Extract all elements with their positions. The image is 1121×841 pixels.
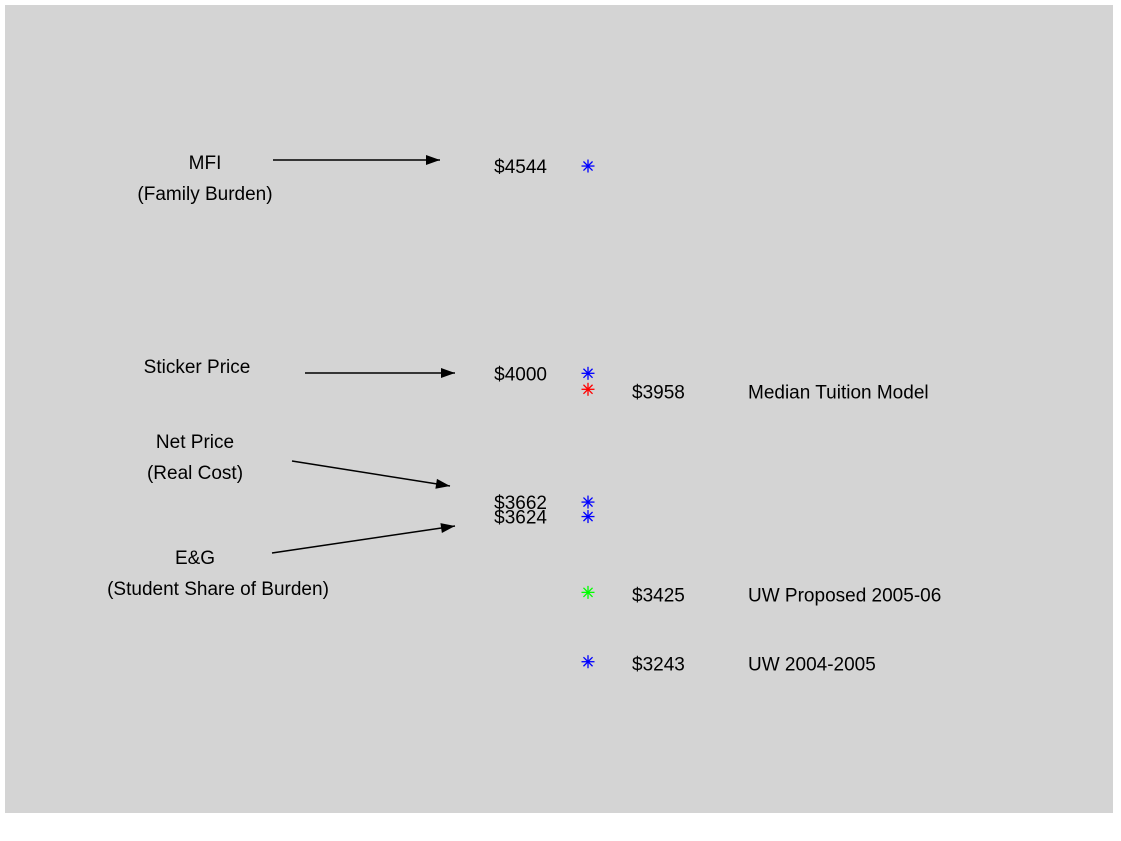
arrow-head — [426, 155, 440, 165]
value-label: $4000 — [494, 364, 547, 385]
annotation-text: MFI — [189, 153, 222, 174]
asterisk-marker — [581, 382, 595, 396]
asterisk-marker — [581, 655, 595, 669]
marker-stroke — [582, 511, 594, 522]
asterisk-marker — [581, 159, 595, 173]
marker-stroke — [582, 161, 594, 172]
marker-stroke — [582, 384, 594, 395]
annotation-text: (Family Burden) — [137, 184, 272, 205]
figure-background — [5, 5, 1113, 813]
annotation-text: Net Price — [156, 432, 234, 453]
point-name: Median Tuition Model — [748, 382, 929, 403]
arrow-head — [440, 523, 455, 533]
value-label: $4544 — [494, 157, 547, 178]
point-name: UW 2004-2005 — [748, 655, 876, 676]
annotation-text: (Real Cost) — [147, 463, 243, 484]
marker-stroke — [582, 497, 594, 508]
asterisk-marker — [581, 495, 595, 509]
annotation-text: E&G — [175, 548, 215, 569]
asterisk-marker — [581, 585, 595, 599]
arrow-head — [435, 478, 450, 489]
point-name: UW Proposed 2005-06 — [748, 585, 941, 606]
arrow-head — [441, 368, 455, 378]
annotation-arrow — [291, 460, 451, 487]
asterisk-marker — [581, 366, 595, 380]
value-label: $3624 — [494, 508, 547, 529]
marker-stroke — [582, 368, 594, 379]
asterisk-marker — [581, 510, 595, 524]
value-label: $3958 — [632, 382, 685, 403]
value-label: $3243 — [632, 655, 685, 676]
marker-stroke — [582, 587, 594, 598]
annotation-text: Sticker Price — [144, 357, 251, 378]
value-label: $3425 — [632, 585, 685, 606]
annotation-arrow — [271, 525, 456, 554]
marker-stroke — [582, 656, 594, 667]
value-label: $3662 — [494, 493, 547, 514]
annotation-text: (Student Share of Burden) — [107, 579, 329, 600]
